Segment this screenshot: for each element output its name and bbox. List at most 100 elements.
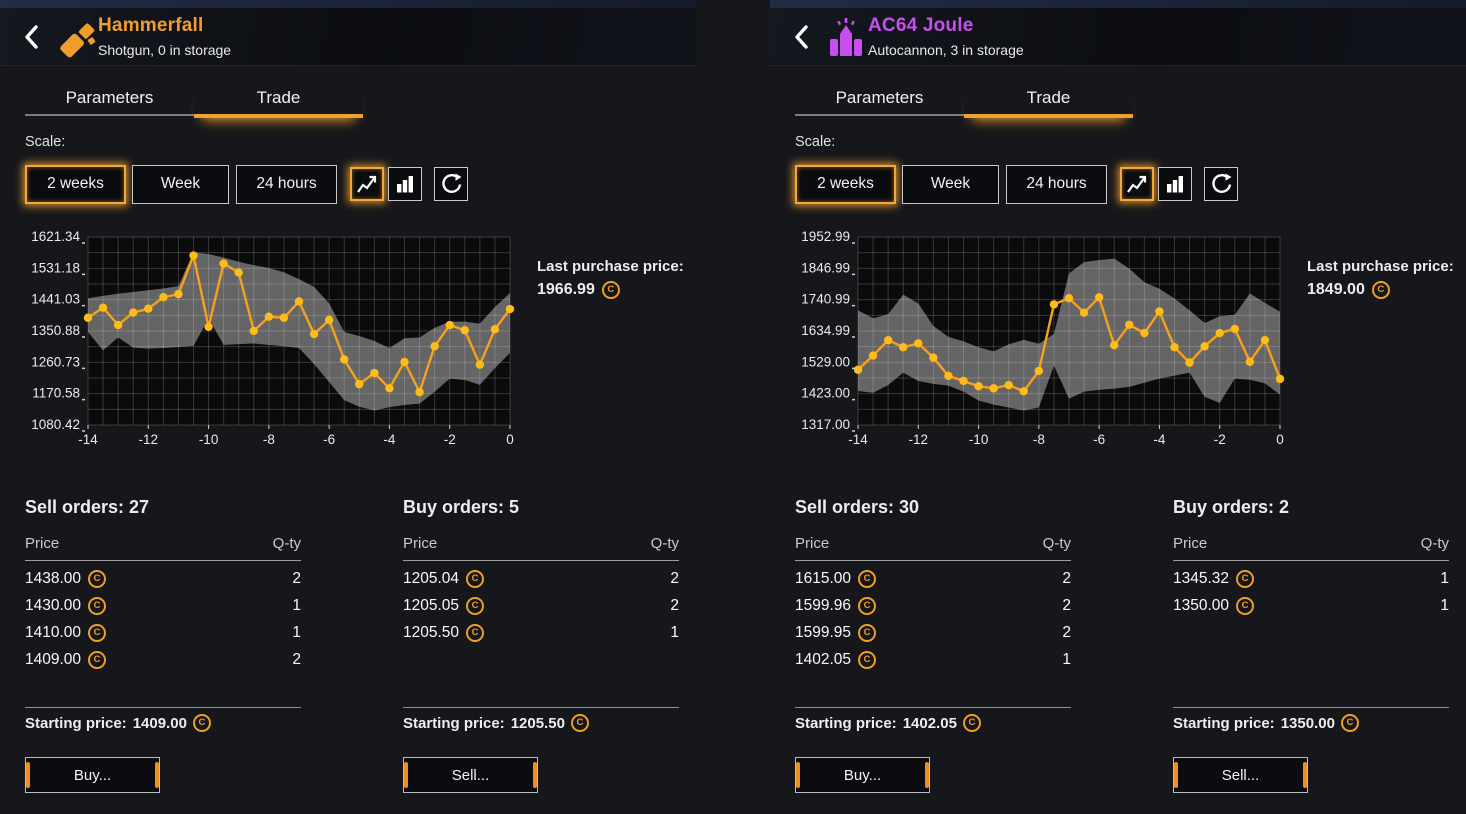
currency-icon: C [466,623,485,642]
order-row[interactable]: 1599.95 C 2 [795,619,1071,646]
currency-icon: C [1340,714,1359,732]
buy-button[interactable]: Buy... [25,757,160,793]
tabs: Parameters Trade [795,85,1133,118]
currency-icon: C [1236,596,1255,615]
line-chart-mode-button[interactable] [1120,167,1154,201]
buy-button[interactable]: Buy... [795,757,930,793]
order-qty: 2 [670,569,679,587]
item-titles: AC64 Joule Autocannon, 3 in storage [868,15,1024,58]
order-row[interactable]: 1410.00 C 1 [25,619,301,646]
svg-text:-14: -14 [848,432,868,446]
bar-chart-icon [1167,176,1183,193]
orders-table-header: Price Q-ty [403,535,679,561]
order-row[interactable]: 1430.00 C 1 [25,592,301,619]
order-row[interactable]: 1599.96 C 2 [795,592,1071,619]
order-row[interactable]: 1402.05 C 1 [795,646,1071,673]
refresh-button[interactable] [1204,167,1238,201]
order-qty: 1 [292,623,301,641]
svg-text:-8: -8 [263,432,275,446]
order-price: 1205.50 C [403,623,485,642]
qty-header: Q-ty [1420,535,1449,552]
buy-orders-section: Buy orders: 2 Price Q-ty 1345.32 C 1 1350.… [1173,497,1449,799]
svg-text:0: 0 [506,432,514,446]
order-qty: 2 [670,596,679,614]
currency-icon: C [88,623,107,642]
sell-orders-title: Sell orders: 27 [25,497,150,517]
bar-chart-icon [397,176,413,193]
order-row[interactable]: 1409.00 C 2 [25,646,301,673]
order-row[interactable]: 1350.00 C 1 [1173,592,1449,619]
order-row[interactable]: 1615.00 C 2 [795,565,1071,592]
bar-chart-mode-button[interactable] [1158,167,1192,201]
scale-week-button[interactable]: Week [902,164,999,204]
sell-button[interactable]: Sell... [1173,757,1308,793]
starting-price-label: Starting price: [795,714,897,732]
order-price: 1402.05 C [795,650,877,669]
order-row[interactable]: 1438.00 C 2 [25,565,301,592]
order-price: 1409.00 C [25,650,107,669]
item-header: Hammerfall Shotgun, 0 in storage [0,8,697,66]
order-price: 1205.04 C [403,569,485,588]
currency-icon: C [466,569,485,588]
starting-price: Starting price: 1205.50 C [403,714,589,732]
starting-price: Starting price: 1409.00 C [25,714,211,732]
order-qty: 1 [292,596,301,614]
svg-text:1170.58: 1170.58 [32,386,80,401]
order-qty: 1 [1062,650,1071,668]
price-header: Price [403,535,438,552]
currency-icon: C [88,650,107,669]
price-header: Price [25,535,60,552]
order-qty: 1 [670,623,679,641]
starting-price: Starting price: 1402.05 C [795,714,981,732]
currency-icon: C [858,569,877,588]
last-purchase: Last purchase price: 1966.99 C [537,258,684,299]
back-button[interactable] [790,23,814,51]
svg-text:1080.42: 1080.42 [31,417,80,432]
tab-parameters[interactable]: Parameters [25,85,194,116]
svg-text:-12: -12 [139,432,159,446]
order-row[interactable]: 1345.32 C 1 [1173,565,1449,592]
refresh-icon [442,173,462,193]
svg-text:1317.00: 1317.00 [801,417,850,432]
order-row[interactable]: 1205.50 C 1 [403,619,679,646]
tab-parameters[interactable]: Parameters [795,85,964,116]
starting-price-label: Starting price: [1173,714,1275,732]
scale-24hours-button[interactable]: 24 hours [1006,164,1107,204]
order-price: 1350.00 C [1173,596,1255,615]
price-header: Price [795,535,830,552]
refresh-button[interactable] [434,167,468,201]
buy-orders-title: Buy orders: 2 [1173,497,1290,517]
item-trade-panel: AC64 Joule Autocannon, 3 in storage Para… [770,0,1466,814]
starting-price: Starting price: 1350.00 C [1173,714,1359,732]
scale-2weeks-button[interactable]: 2 weeks [795,164,896,204]
order-row[interactable]: 1205.05 C 2 [403,592,679,619]
currency-icon: C [570,714,589,732]
divider [25,707,301,708]
scale-buttons: 2 weeks Week 24 hours [795,162,1238,206]
tab-trade[interactable]: Trade [964,85,1133,118]
shotgun-icon [60,23,96,58]
back-button[interactable] [20,23,44,51]
last-purchase-label: Last purchase price: [1307,258,1454,275]
bar-chart-mode-button[interactable] [388,167,422,201]
line-chart-mode-button[interactable] [350,167,384,201]
scale-2weeks-button[interactable]: 2 weeks [25,164,126,204]
starting-price-value: 1409.00 [132,714,187,732]
item-titles: Hammerfall Shotgun, 0 in storage [98,15,231,58]
order-price: 1599.95 C [795,623,877,642]
line-chart-icon [1127,175,1147,193]
sell-button[interactable]: Sell... [403,757,538,793]
order-row[interactable]: 1205.04 C 2 [403,565,679,592]
scale-week-button[interactable]: Week [132,164,229,204]
svg-text:1529.00: 1529.00 [801,354,850,369]
buy-orders-title: Buy orders: 5 [403,497,520,517]
item-header: AC64 Joule Autocannon, 3 in storage [770,8,1466,66]
currency-icon: C [1371,281,1390,299]
buy-orders-section: Buy orders: 5 Price Q-ty 1205.04 C 2 1205.… [403,497,679,799]
scale-24hours-button[interactable]: 24 hours [236,164,337,204]
svg-text:-6: -6 [1093,432,1105,446]
item-trade-panel: Hammerfall Shotgun, 0 in storage Paramet… [0,0,697,814]
starting-price-value: 1350.00 [1280,714,1335,732]
sell-order-rows: 1615.00 C 2 1599.96 C 2 1599.95 C 2 1402.05 C 1 [795,565,1071,673]
tab-trade[interactable]: Trade [194,85,363,118]
